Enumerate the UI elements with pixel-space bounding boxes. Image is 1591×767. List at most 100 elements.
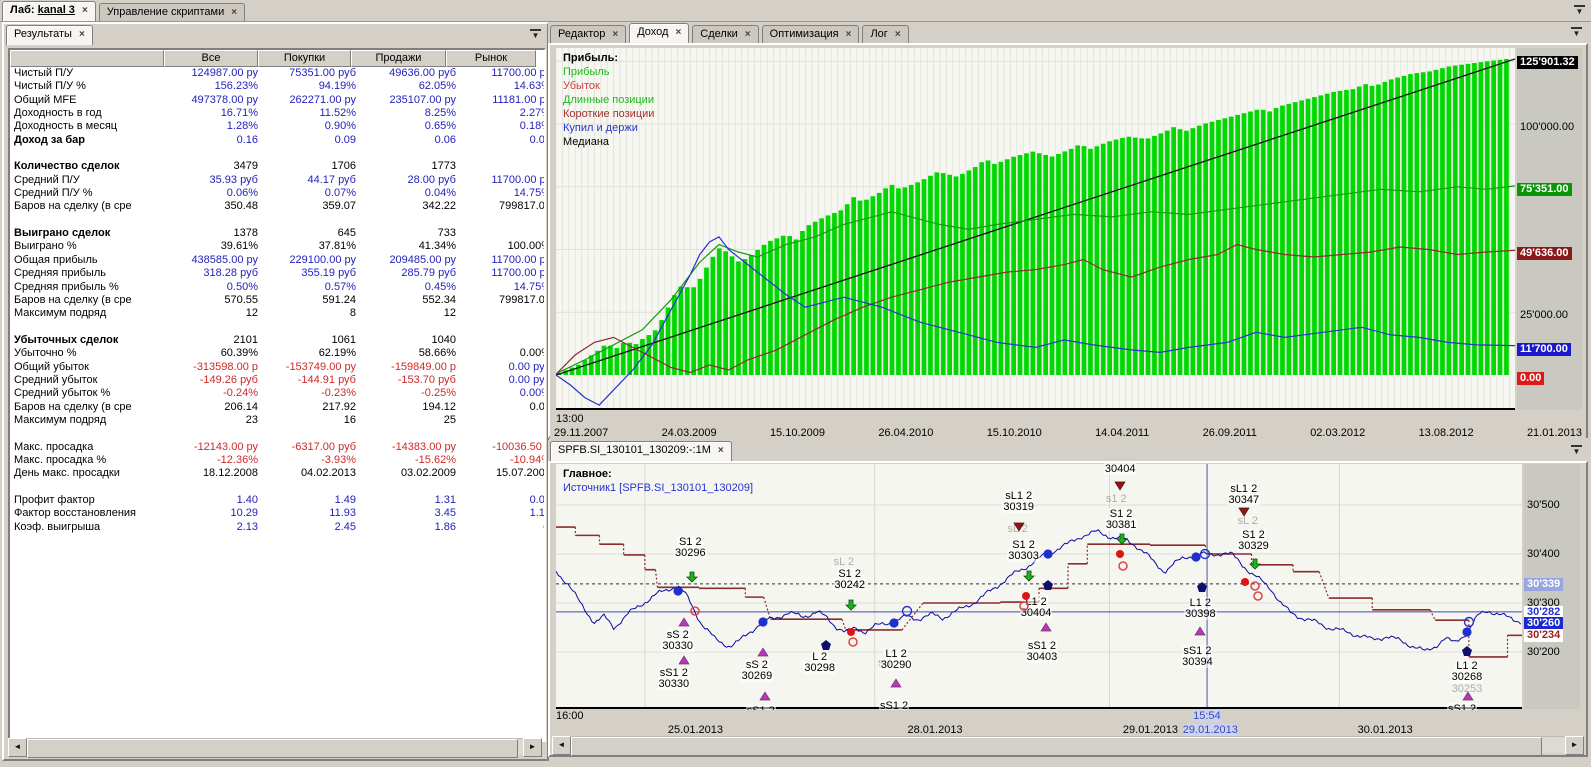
row-value: 0.00 руб bbox=[508, 373, 545, 386]
trade-label: sL1 2 30347 bbox=[1227, 483, 1261, 506]
income-tab-1[interactable]: Доход × bbox=[629, 23, 690, 43]
row-value: 497378.00 ру bbox=[191, 93, 258, 106]
tab-overflow-icon[interactable]: ▼ bbox=[1574, 5, 1585, 16]
date-label: 29.01.2013 bbox=[1122, 724, 1178, 736]
trade-label: S1 2 30303 bbox=[1007, 539, 1040, 562]
tri-purple-marker-icon bbox=[757, 646, 769, 658]
results-hscrollbar[interactable]: ◄ ► bbox=[8, 738, 542, 758]
tab-overflow-icon[interactable]: ▼ bbox=[530, 29, 541, 40]
axis-label: 100'000.00 bbox=[1520, 121, 1575, 133]
table-row: Убыточных сделок 2101 1061 1040 0 bbox=[10, 334, 544, 347]
date-label: 15.10.2009 bbox=[769, 427, 825, 439]
row-value: 0.06 bbox=[434, 133, 456, 146]
tab-label: Лаб: kanal 3 bbox=[10, 4, 75, 16]
row-value: 2101 bbox=[233, 333, 258, 346]
row-value: 58.66% bbox=[418, 347, 456, 360]
trade-label: 30404 bbox=[1103, 463, 1137, 475]
close-icon[interactable]: × bbox=[81, 5, 88, 16]
scroll-thumb[interactable] bbox=[571, 737, 1543, 756]
scroll-track[interactable] bbox=[27, 738, 523, 758]
row-value: 1040 bbox=[431, 333, 456, 346]
table-row: Доходность в год 16.71% 11.52% 8.25% 2.27% bbox=[10, 107, 544, 120]
row-value: -159849.00 р bbox=[391, 360, 456, 373]
trade-label: L 2 30298 bbox=[803, 651, 836, 674]
header-cell[interactable]: Все bbox=[164, 50, 258, 67]
trade-label: L1 2 30404 bbox=[1019, 596, 1053, 619]
workspace-tab-0[interactable]: Лаб: kanal 3 × bbox=[2, 1, 96, 21]
row-value: 0.00 руб bbox=[508, 360, 545, 373]
table-row: Общий MFE 497378.00 ру 262271.00 ру 235107.… bbox=[10, 94, 544, 107]
trade-label: S1 2 30242 bbox=[833, 568, 866, 591]
scroll-left-icon[interactable]: ◄ bbox=[552, 736, 571, 755]
row-value: 39.61% bbox=[220, 240, 258, 253]
close-icon[interactable]: × bbox=[78, 29, 85, 40]
trade-label-ghost: sL 2 bbox=[833, 556, 855, 568]
header-cell[interactable] bbox=[10, 50, 164, 67]
header-cell[interactable]: Продажи bbox=[351, 50, 446, 67]
row-value: 359.07 bbox=[322, 200, 356, 213]
close-icon[interactable]: × bbox=[845, 29, 852, 40]
header-cell[interactable]: Рынок bbox=[446, 50, 536, 67]
row-value: 0.57% bbox=[324, 280, 356, 293]
row-label: Доход за бар bbox=[14, 133, 86, 146]
income-time-axis: 13:00 29.11.2007 24.03.2009 15.10.2009 26.0… bbox=[550, 412, 1586, 445]
row-value: 37.81% bbox=[318, 240, 356, 253]
table-row: Макс. просадка % -12.36% -3.93% -15.62% -10.… bbox=[10, 454, 544, 467]
row-value: 62.05% bbox=[418, 80, 456, 93]
close-icon[interactable]: × bbox=[744, 29, 751, 40]
workspace-tab-1[interactable]: Управление скриптами × bbox=[98, 3, 246, 21]
cursor-time-label: 15:54 bbox=[1193, 710, 1221, 722]
row-value: 1378 bbox=[233, 227, 258, 240]
scroll-left-icon[interactable]: ◄ bbox=[8, 738, 27, 757]
tab-chart-source[interactable]: SPFB.SI_130101_130209:-:1M × bbox=[550, 441, 732, 461]
price-time-axis: 16:00 15:54 25.01.2013 28.01.2013 29.01.20… bbox=[550, 710, 1586, 741]
tab-overflow-icon[interactable]: ▼ bbox=[1571, 445, 1582, 456]
close-icon[interactable]: × bbox=[675, 27, 682, 38]
income-tab-2[interactable]: Сделки × bbox=[692, 25, 759, 43]
price-hscrollbar[interactable]: ◄ ► bbox=[552, 736, 1584, 756]
row-label: Общий MFE bbox=[14, 93, 77, 106]
tab-results[interactable]: Результаты × bbox=[6, 25, 93, 45]
row-value: -0.23% bbox=[321, 387, 356, 400]
income-plot[interactable]: Прибыль: Прибыль Убыток Длинные позиции Коро… bbox=[555, 48, 1516, 410]
income-tabbar: ▼ Редактор × Доход × Сделки × Оптимизация × Лог × bbox=[548, 22, 1588, 43]
table-row: Выиграно сделок 1378 645 733 1 bbox=[10, 227, 544, 240]
trade-label: S1 2 30329 bbox=[1237, 529, 1270, 552]
legend-item: Купил и держи bbox=[563, 122, 638, 134]
scroll-thumb[interactable] bbox=[27, 739, 518, 758]
row-value: 1.17 bbox=[529, 507, 545, 520]
row-value: 60.39% bbox=[220, 347, 258, 360]
row-value: 3479 bbox=[233, 160, 258, 173]
row-value: 0.09 bbox=[334, 133, 356, 146]
axis-start-time: 13:00 bbox=[556, 413, 584, 425]
header-cell[interactable]: Покупки bbox=[258, 50, 351, 67]
tab-overflow-icon[interactable]: ▼ bbox=[1571, 27, 1582, 38]
close-icon[interactable]: × bbox=[612, 29, 619, 40]
row-value: 11700.00 ру bbox=[491, 253, 546, 266]
row-value: 1.86 bbox=[434, 520, 456, 533]
date-label: 29.11.2007 bbox=[554, 427, 609, 439]
row-value: 0.16 bbox=[236, 133, 258, 146]
income-tab-4[interactable]: Лог × bbox=[862, 25, 909, 43]
close-icon[interactable]: × bbox=[894, 29, 901, 40]
income-tab-3[interactable]: Оптимизация × bbox=[761, 25, 860, 43]
row-value: 44.17 руб bbox=[307, 173, 356, 186]
scroll-right-icon[interactable]: ► bbox=[523, 738, 542, 757]
scroll-track[interactable] bbox=[571, 736, 1565, 756]
close-icon[interactable]: × bbox=[231, 7, 238, 18]
row-label: Средняя прибыль % bbox=[14, 280, 119, 293]
axis-value-box: 30'339 bbox=[1524, 577, 1564, 591]
scroll-right-icon[interactable]: ► bbox=[1565, 736, 1584, 755]
arrow-green-marker-icon bbox=[1023, 570, 1036, 582]
legend-title: Прибыль: bbox=[563, 52, 618, 64]
income-tab-0[interactable]: Редактор × bbox=[550, 25, 627, 43]
price-legend-title: Главное: bbox=[563, 468, 612, 480]
legend-item: Медиана bbox=[563, 136, 610, 148]
trade-label: sS 2 30330 bbox=[661, 629, 694, 652]
trade-label: sS1 2 30394 bbox=[1181, 645, 1214, 668]
table-row: Доход за бар 0.16 0.09 0.06 0.01 bbox=[10, 134, 544, 147]
close-icon[interactable]: × bbox=[717, 445, 724, 456]
table-row: День макс. просадки 18.12.2008 04.02.2013 0… bbox=[10, 467, 544, 480]
